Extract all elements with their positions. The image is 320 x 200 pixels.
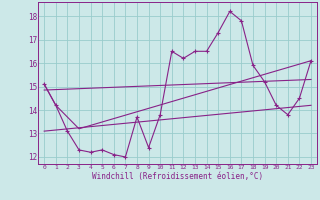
X-axis label: Windchill (Refroidissement éolien,°C): Windchill (Refroidissement éolien,°C): [92, 172, 263, 181]
